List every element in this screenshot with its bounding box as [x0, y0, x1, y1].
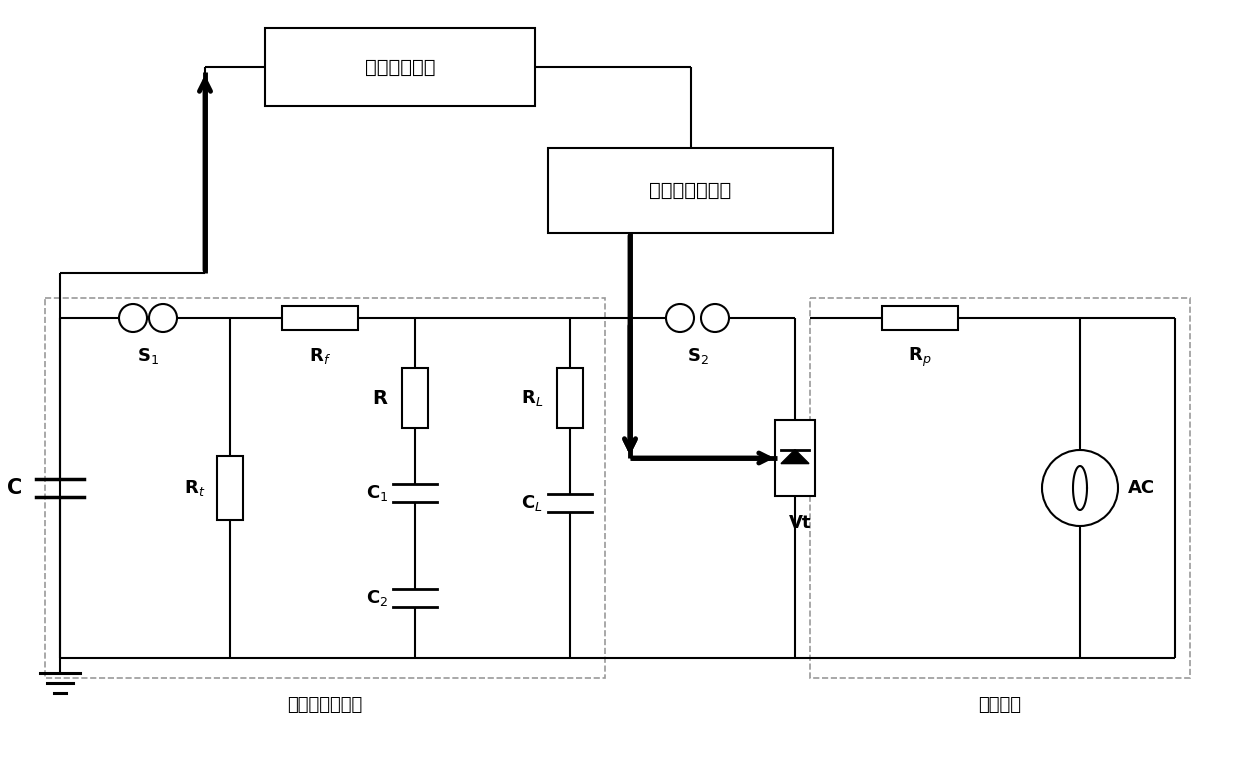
Text: 换流阀控制系统: 换流阀控制系统	[650, 181, 732, 200]
Text: S$_2$: S$_2$	[687, 346, 708, 366]
Text: R$_t$: R$_t$	[185, 478, 206, 498]
Bar	[557, 368, 583, 428]
Text: C$_L$: C$_L$	[521, 493, 543, 513]
Text: Vt: Vt	[789, 514, 811, 532]
Text: C$_1$: C$_1$	[366, 483, 388, 503]
Bar	[810, 298, 1190, 678]
Text: 信号处理装置: 信号处理装置	[365, 58, 435, 77]
Bar	[775, 420, 815, 496]
Bar	[45, 298, 605, 678]
Text: 冲击电压发生器: 冲击电压发生器	[288, 696, 362, 714]
Text: S$_1$: S$_1$	[136, 346, 159, 366]
Text: R: R	[372, 389, 387, 408]
Text: R$_f$: R$_f$	[309, 346, 331, 366]
Text: AC: AC	[1128, 479, 1156, 497]
Bar	[281, 306, 358, 330]
Text: R$_L$: R$_L$	[521, 388, 543, 408]
Bar	[882, 306, 959, 330]
Bar	[548, 148, 833, 233]
Text: R$_p$: R$_p$	[908, 346, 931, 369]
Bar	[265, 28, 534, 106]
Text: C: C	[7, 478, 22, 498]
Text: 辅助电源: 辅助电源	[978, 696, 1022, 714]
Polygon shape	[781, 449, 808, 464]
Bar	[402, 368, 428, 428]
Text: C$_2$: C$_2$	[366, 588, 388, 608]
Bar	[217, 456, 243, 520]
